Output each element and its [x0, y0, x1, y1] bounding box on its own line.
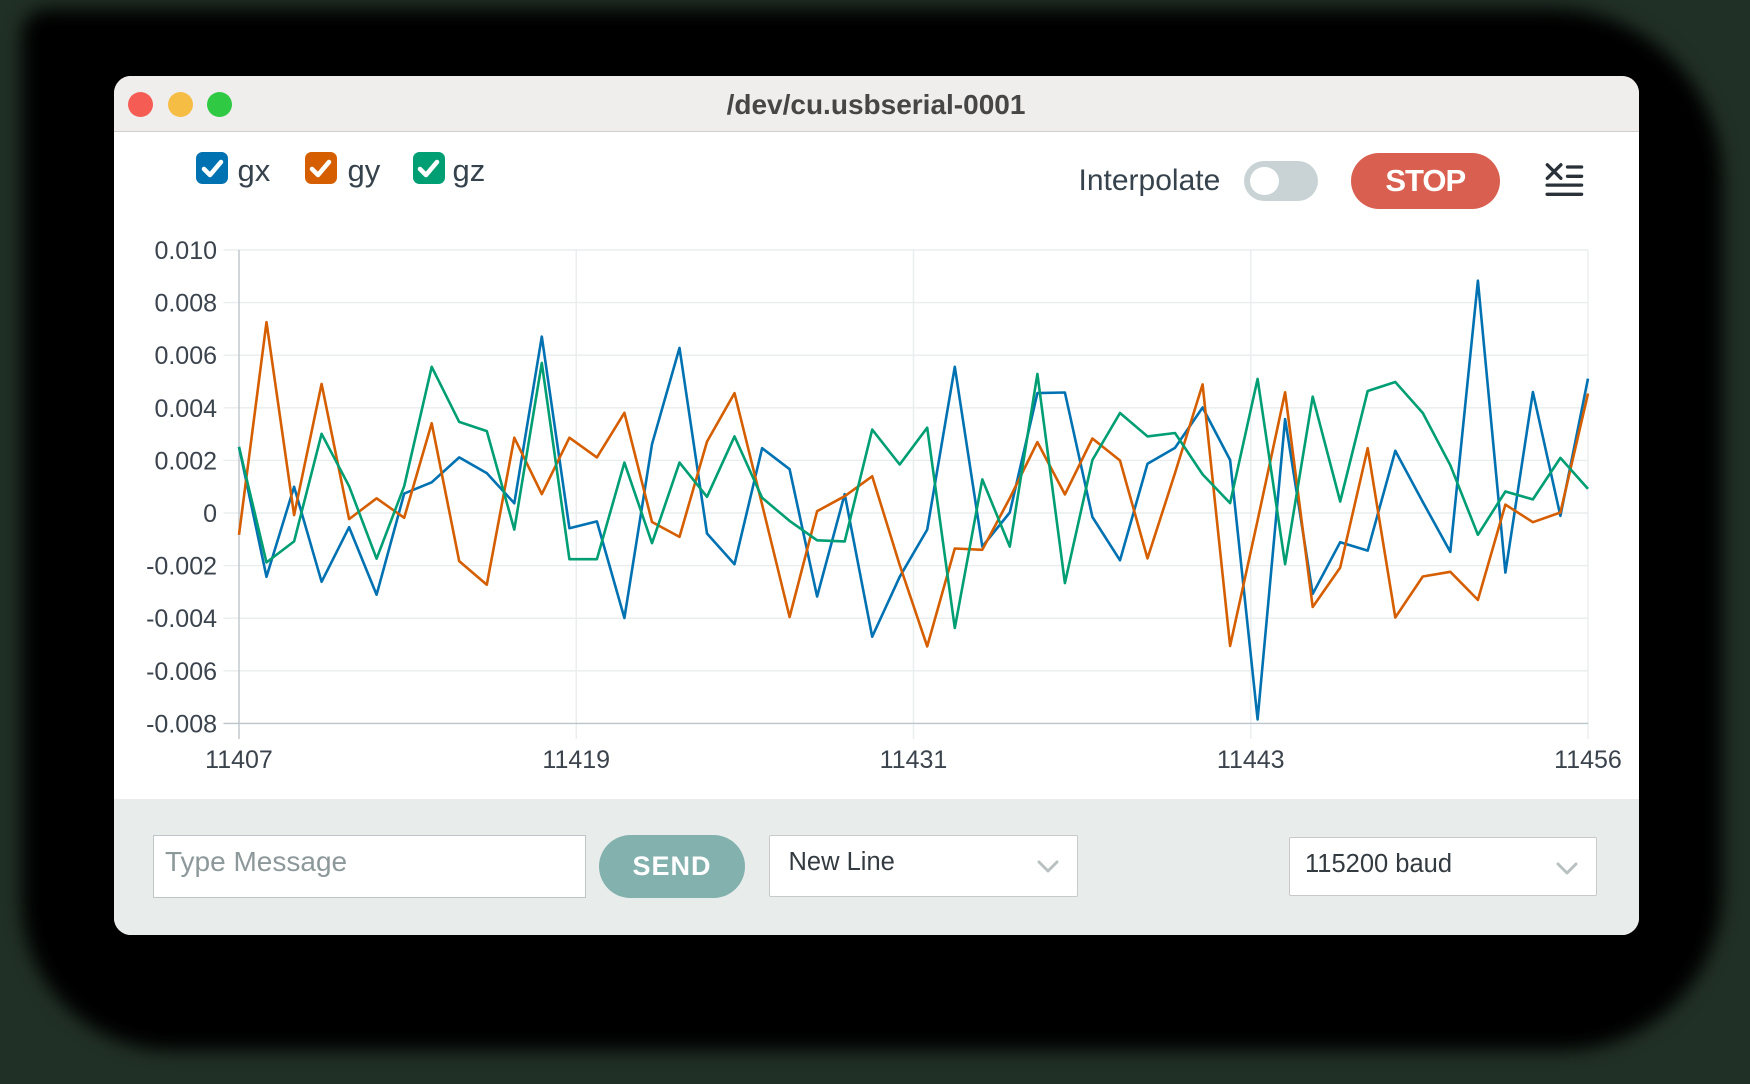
svg-text:11443: 11443 — [1217, 746, 1285, 774]
svg-text:0.004: 0.004 — [154, 395, 217, 423]
svg-text:11407: 11407 — [205, 746, 273, 774]
svg-text:0.010: 0.010 — [154, 237, 217, 265]
svg-text:11456: 11456 — [1554, 746, 1622, 774]
svg-text:-0.008: -0.008 — [146, 710, 217, 738]
svg-text:0.002: 0.002 — [154, 447, 217, 475]
svg-text:0.006: 0.006 — [154, 342, 217, 370]
svg-text:11419: 11419 — [542, 746, 610, 774]
svg-text:-0.004: -0.004 — [146, 605, 217, 633]
svg-text:-0.002: -0.002 — [146, 553, 217, 581]
svg-text:0.008: 0.008 — [154, 290, 217, 318]
svg-text:-0.006: -0.006 — [146, 658, 217, 686]
svg-text:11431: 11431 — [880, 746, 948, 774]
svg-text:0: 0 — [203, 500, 217, 528]
